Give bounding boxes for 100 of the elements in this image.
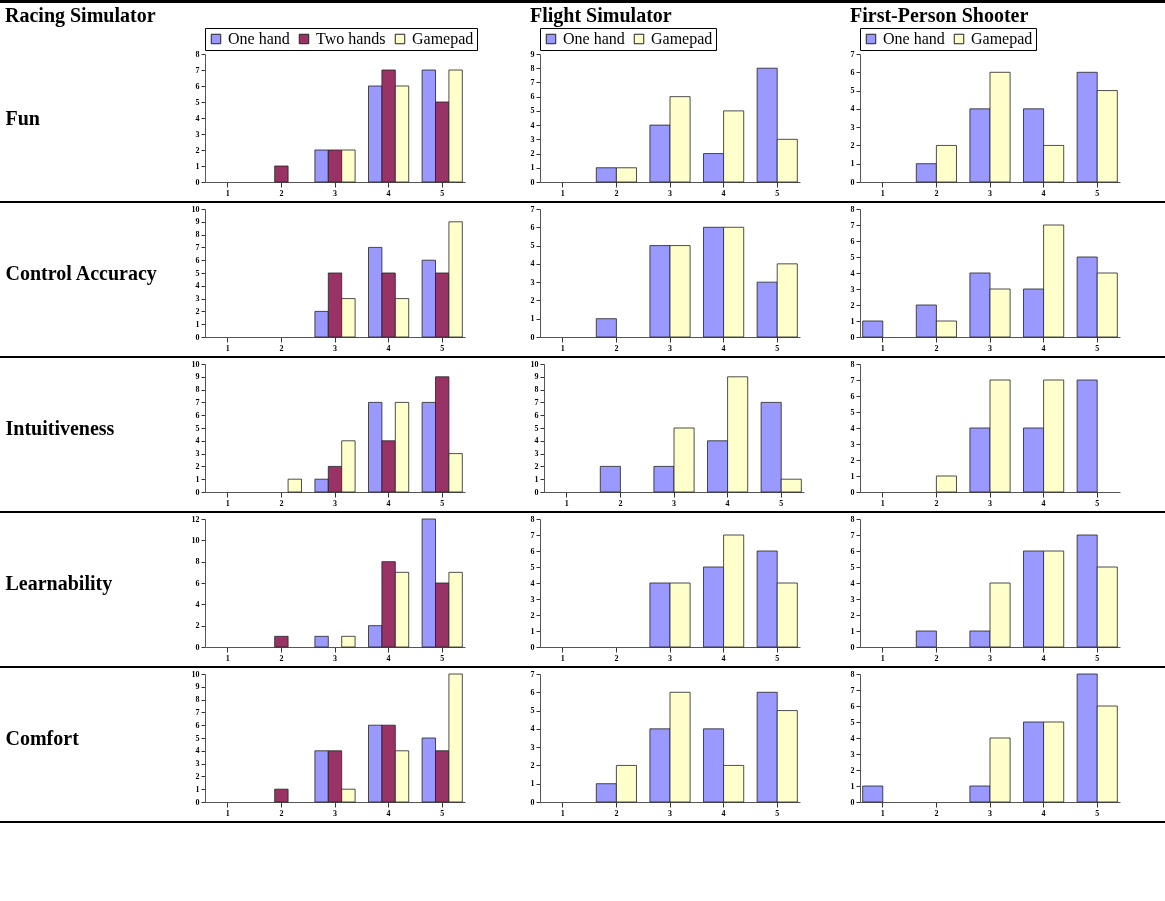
x-tick-label: 4 bbox=[1041, 653, 1046, 663]
x-tick-label: 3 bbox=[668, 653, 672, 663]
y-tick-label: 3 bbox=[195, 294, 200, 304]
y-tick-label: 3 bbox=[195, 129, 200, 139]
bar bbox=[287, 478, 302, 493]
x-tick-label: 3 bbox=[988, 343, 992, 353]
y-tick-label: 6 bbox=[534, 410, 539, 420]
y-tick-label: 8 bbox=[530, 514, 535, 524]
legend-label: Gamepad bbox=[971, 30, 1033, 48]
x-tick-label: 5 bbox=[440, 188, 445, 198]
y-tick-label: 9 bbox=[530, 49, 535, 59]
x-tick-label: 5 bbox=[1095, 498, 1100, 508]
x-tick-label: 4 bbox=[1041, 343, 1046, 353]
y-tick-label: 4 bbox=[530, 259, 535, 269]
x-tick-label: 3 bbox=[333, 498, 337, 508]
y-tick-label: 6 bbox=[195, 81, 200, 91]
bar bbox=[314, 635, 329, 648]
y-tick-label: 7 bbox=[850, 375, 855, 385]
y-tick-label: 5 bbox=[195, 97, 200, 107]
y-tick-label: 9 bbox=[534, 372, 539, 382]
x-tick-label: 4 bbox=[1041, 188, 1046, 198]
y-tick-label: 6 bbox=[530, 92, 535, 102]
y-tick-label: 8 bbox=[850, 204, 855, 214]
y-tick-label: 5 bbox=[530, 706, 535, 716]
x-tick-label: 4 bbox=[1041, 498, 1046, 508]
y-tick-label: 7 bbox=[530, 204, 535, 214]
y-tick-label: 0 bbox=[530, 332, 535, 342]
y-tick-label: 6 bbox=[850, 391, 855, 401]
x-tick-label: 2 bbox=[618, 498, 623, 508]
y-tick-label: 5 bbox=[850, 562, 855, 572]
y-tick-label: 4 bbox=[850, 578, 855, 588]
x-tick-label: 3 bbox=[668, 343, 672, 353]
legend-label: One hand bbox=[563, 30, 625, 47]
x-tick-label: 5 bbox=[440, 498, 445, 508]
y-tick-label: 8 bbox=[850, 514, 855, 524]
y-tick-label: 6 bbox=[195, 578, 200, 588]
y-tick-label: 8 bbox=[530, 63, 535, 73]
y-tick-label: 3 bbox=[850, 122, 855, 132]
y-tick-label: 7 bbox=[850, 530, 855, 540]
y-tick-label: 3 bbox=[530, 594, 535, 604]
x-tick-label: 4 bbox=[386, 343, 391, 353]
y-tick-label: 2 bbox=[850, 765, 855, 775]
y-tick-label: 5 bbox=[850, 407, 855, 417]
bar bbox=[599, 466, 621, 493]
x-tick-label: 1 bbox=[560, 808, 565, 818]
x-tick-label: 5 bbox=[775, 343, 780, 353]
y-tick-label: 0 bbox=[195, 797, 200, 807]
x-tick-label: 2 bbox=[934, 808, 939, 818]
y-tick-label: 9 bbox=[195, 682, 200, 692]
x-tick-label: 3 bbox=[333, 188, 337, 198]
y-tick-label: 4 bbox=[530, 120, 535, 130]
x-tick-label: 5 bbox=[775, 808, 780, 818]
y-tick-label: 4 bbox=[850, 104, 855, 114]
x-tick-label: 4 bbox=[721, 808, 726, 818]
y-tick-label: 3 bbox=[850, 439, 855, 449]
y-tick-label: 4 bbox=[850, 423, 855, 433]
y-tick-label: 0 bbox=[850, 642, 855, 652]
y-tick-label: 1 bbox=[530, 626, 535, 636]
x-tick-label: 3 bbox=[333, 653, 337, 663]
y-tick-label: 0 bbox=[530, 177, 535, 187]
y-tick-label: 5 bbox=[850, 252, 855, 262]
legend-label: One hand bbox=[883, 30, 945, 47]
y-tick-label: 5 bbox=[195, 423, 200, 433]
bar bbox=[935, 475, 957, 493]
y-tick-label: 7 bbox=[530, 77, 535, 87]
y-tick-label: 8 bbox=[534, 385, 539, 395]
y-tick-label: 6 bbox=[530, 546, 535, 556]
chart-title: First-Person Shooter bbox=[850, 3, 1029, 26]
x-tick-label: 4 bbox=[721, 343, 726, 353]
y-tick-label: 4 bbox=[534, 436, 539, 446]
y-tick-label: 2 bbox=[530, 610, 535, 620]
y-tick-label: 7 bbox=[195, 707, 200, 717]
y-tick-label: 8 bbox=[195, 49, 200, 59]
x-tick-label: 2 bbox=[934, 653, 939, 663]
x-tick-label: 1 bbox=[880, 653, 885, 663]
x-tick-label: 5 bbox=[1095, 188, 1100, 198]
x-tick-label: 1 bbox=[880, 808, 885, 818]
x-tick-label: 3 bbox=[333, 343, 337, 353]
y-tick-label: 5 bbox=[850, 86, 855, 96]
y-tick-label: 7 bbox=[850, 220, 855, 230]
legend-label: Gamepad bbox=[651, 30, 713, 48]
y-tick-label: 3 bbox=[195, 759, 200, 769]
y-tick-label: 2 bbox=[195, 461, 200, 471]
x-tick-label: 2 bbox=[614, 808, 619, 818]
y-tick-label: 12 bbox=[191, 514, 200, 524]
y-tick-label: 8 bbox=[195, 557, 200, 567]
bar bbox=[274, 635, 289, 648]
y-axis-title: Learnability bbox=[5, 571, 113, 595]
x-tick-label: 3 bbox=[672, 498, 676, 508]
x-tick-label: 2 bbox=[934, 498, 939, 508]
y-tick-label: 10 bbox=[191, 359, 200, 369]
y-tick-label: 2 bbox=[850, 610, 855, 620]
x-tick-label: 2 bbox=[279, 653, 284, 663]
y-tick-label: 4 bbox=[195, 113, 200, 123]
x-tick-label: 3 bbox=[988, 188, 992, 198]
y-tick-label: 3 bbox=[195, 449, 200, 459]
y-tick-label: 6 bbox=[850, 701, 855, 711]
x-tick-label: 4 bbox=[721, 188, 726, 198]
y-tick-label: 6 bbox=[195, 410, 200, 420]
legend-label: Two hands bbox=[316, 30, 386, 47]
